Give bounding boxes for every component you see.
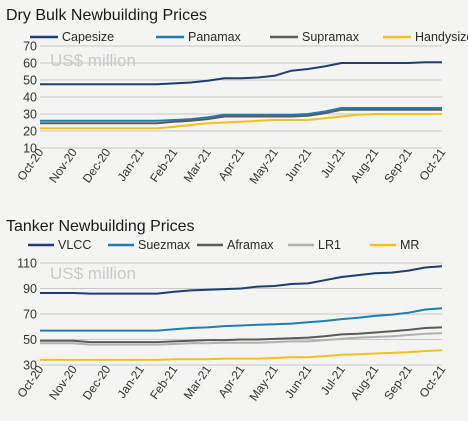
legend-label-suezmax: Suezmax: [138, 238, 191, 252]
x-tick-label: Dec-20: [80, 145, 114, 185]
x-tick-label: Jan-21: [114, 362, 147, 400]
legend-label-handysize: Handysize: [415, 30, 468, 44]
x-tick-label: Oct-20: [14, 145, 46, 183]
y-tick-label: 30: [23, 108, 37, 122]
x-tick-label: Feb-21: [147, 362, 180, 401]
dry-bulk-chart: Dry Bulk Newbuilding Prices US$ million …: [6, 7, 468, 186]
x-tick-label: Jun-21: [282, 362, 315, 400]
legend-label-aframax: Aframax: [227, 238, 274, 252]
series-line-supramax: [40, 108, 442, 125]
tanker-chart-panel: Tanker Newbuilding Prices US$ million VL…: [0, 211, 468, 421]
unit-label: US$ million: [50, 264, 136, 283]
x-tick-label: Aug-21: [348, 362, 382, 402]
x-tick-label: May-21: [247, 362, 282, 403]
x-tick-label: Mar-21: [181, 145, 214, 184]
x-tick-label: Aug-21: [348, 145, 382, 185]
series-line-aframax: [40, 326, 443, 344]
x-tick-label: Sep-21: [381, 145, 415, 185]
y-tick-label: 50: [23, 333, 37, 347]
x-tick-label: Oct-21: [416, 362, 448, 400]
x-tick-label: Oct-21: [416, 145, 448, 183]
chart-title: Dry Bulk Newbuilding Prices: [6, 7, 207, 24]
x-tick-label: Apr-21: [215, 362, 247, 400]
legend: VLCC Suezmax Aframax LR1 MR: [28, 238, 419, 252]
y-tick-label: 50: [23, 74, 37, 88]
y-tick-label: 30: [23, 359, 37, 373]
chart-title: Tanker Newbuilding Prices: [6, 218, 195, 235]
x-tick-label: Dec-20: [80, 362, 114, 402]
y-tick-label: 10: [23, 142, 37, 156]
series-line-mr: [40, 349, 443, 361]
series-line-capesize: [40, 61, 442, 86]
dry-bulk-chart-panel: Dry Bulk Newbuilding Prices US$ million …: [6, 7, 468, 186]
y-tick-label: 70: [23, 308, 37, 322]
series-line-suezmax: [40, 307, 443, 332]
x-tick-label: Nov-20: [46, 362, 80, 402]
x-tick-label: Jan-21: [114, 145, 147, 183]
series-line-handysize: [40, 113, 442, 130]
x-tick-label: Mar-21: [181, 362, 214, 401]
series-line-lr1: [40, 332, 443, 346]
series-line-vlcc: [40, 265, 443, 295]
series-line-panamax: [40, 107, 442, 122]
unit-label: US$ million: [50, 51, 136, 70]
legend-label-capesize: Capesize: [62, 30, 114, 44]
legend-label-lr1: LR1: [318, 238, 341, 252]
x-tick-label: Jul-21: [318, 145, 348, 180]
y-tick-label: 20: [23, 125, 37, 139]
y-tick-label: 40: [23, 91, 37, 105]
legend-label-supramax: Supramax: [302, 30, 360, 44]
x-tick-label: May-21: [247, 145, 282, 186]
x-tick-label: Apr-21: [215, 145, 247, 183]
x-tick-label: Jul-21: [318, 362, 348, 397]
legend-label-panamax: Panamax: [188, 30, 242, 44]
y-tick-label: 60: [23, 57, 37, 71]
tanker-chart: Tanker Newbuilding Prices US$ million VL…: [6, 218, 449, 403]
y-tick-label: 110: [17, 257, 37, 271]
x-tick-label: Nov-20: [46, 145, 80, 185]
legend-label-vlcc: VLCC: [58, 238, 91, 252]
x-tick-label: Sep-21: [381, 362, 415, 402]
y-tick-label: 70: [23, 40, 37, 54]
legend: Capesize Panamax Supramax Handysize: [30, 30, 468, 44]
x-tick-label: Oct-20: [14, 362, 46, 400]
y-tick-label: 90: [23, 282, 37, 296]
x-tick-label: Jun-21: [282, 145, 315, 183]
x-tick-label: Feb-21: [147, 145, 180, 184]
legend-label-mr: MR: [400, 238, 419, 252]
